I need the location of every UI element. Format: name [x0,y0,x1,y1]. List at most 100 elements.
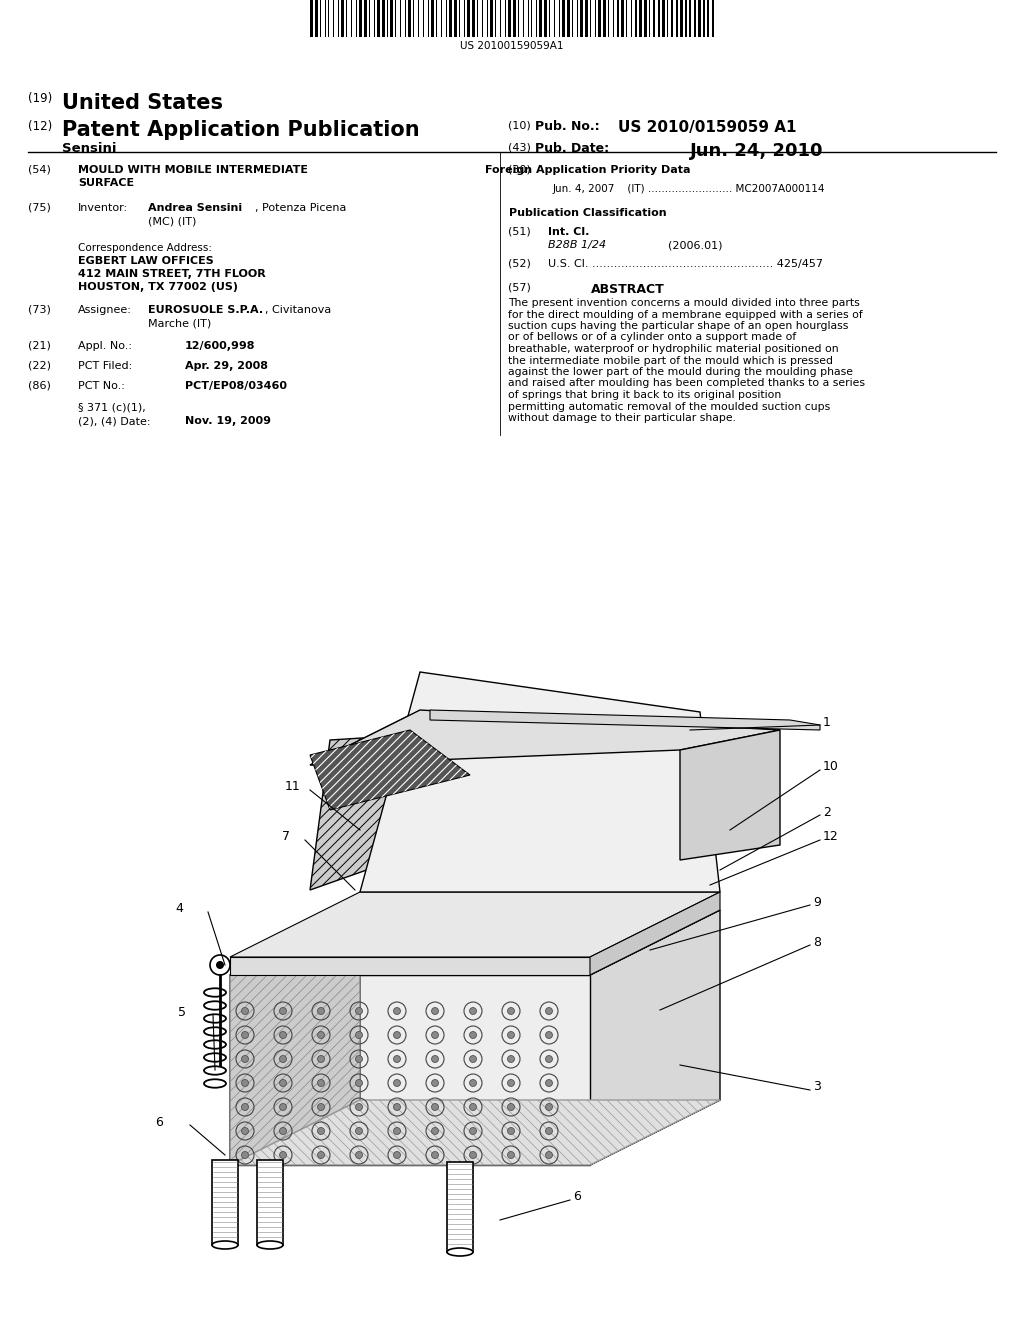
Bar [454,0,457,37]
Bar [418,0,420,37]
Text: , Civitanova: , Civitanova [265,305,331,315]
Circle shape [355,1104,362,1110]
Bar [436,0,437,37]
Bar [639,0,642,37]
Text: EUROSUOLE S.P.A.: EUROSUOLE S.P.A. [148,305,263,315]
Polygon shape [680,730,780,861]
Text: 1: 1 [823,717,830,730]
Bar [481,0,483,37]
Circle shape [317,1080,325,1086]
Bar [390,0,393,37]
Text: (57): (57) [508,282,530,293]
Text: 9: 9 [813,895,821,908]
Circle shape [508,1007,514,1015]
Bar [697,0,700,37]
Bar [626,0,627,37]
Bar [585,0,588,37]
Circle shape [242,1056,249,1063]
Text: PCT/EP08/03460: PCT/EP08/03460 [185,381,287,391]
Bar [603,0,605,37]
Circle shape [280,1080,287,1086]
Circle shape [242,1031,249,1039]
Bar [559,0,560,37]
Bar [445,0,447,37]
Text: without damage to their particular shape.: without damage to their particular shape… [508,413,736,422]
Text: The present invention concerns a mould divided into three parts: The present invention concerns a mould d… [508,298,860,308]
Bar [325,0,327,37]
Text: 6: 6 [573,1191,581,1204]
Bar [338,0,339,37]
Circle shape [431,1151,438,1159]
Bar [404,0,407,37]
Bar [713,0,714,37]
Polygon shape [310,710,780,766]
Bar [212,1160,238,1245]
Bar [513,0,516,37]
Bar [364,0,367,37]
Circle shape [393,1104,400,1110]
Bar [539,0,542,37]
Bar [369,0,371,37]
Text: US 20100159059A1: US 20100159059A1 [460,41,564,51]
Bar [562,0,565,37]
Text: ABSTRACT: ABSTRACT [591,282,665,296]
Text: Jun. 24, 2010: Jun. 24, 2010 [690,143,823,160]
Text: Publication Classification: Publication Classification [509,209,667,218]
Circle shape [355,1031,362,1039]
Bar [544,0,547,37]
Circle shape [280,1104,287,1110]
Bar [413,0,415,37]
Bar [653,0,655,37]
Text: (2), (4) Date:: (2), (4) Date: [78,416,151,426]
Circle shape [317,1031,325,1039]
Text: (2006.01): (2006.01) [668,240,723,249]
Circle shape [469,1031,476,1039]
Text: of springs that bring it back to its original position: of springs that bring it back to its ori… [508,389,781,400]
Circle shape [355,1007,362,1015]
Circle shape [469,1127,476,1134]
Text: and raised after moulding has been completed thanks to a series: and raised after moulding has been compl… [508,379,865,388]
Text: for the direct moulding of a membrane equipped with a series of: for the direct moulding of a membrane eq… [508,309,863,319]
Circle shape [355,1151,362,1159]
Bar [530,0,532,37]
Circle shape [431,1104,438,1110]
Bar [672,0,673,37]
Bar [450,0,452,37]
Bar [387,0,388,37]
Text: 12: 12 [823,830,839,843]
Bar [680,0,683,37]
Bar [428,0,429,37]
Ellipse shape [212,1241,238,1249]
Circle shape [508,1127,514,1134]
Text: against the lower part of the mould during the moulding phase: against the lower part of the mould duri… [508,367,853,378]
Bar [549,0,550,37]
Circle shape [317,1104,325,1110]
Text: Inventor:: Inventor: [78,203,128,213]
Polygon shape [310,710,780,766]
Bar [441,0,442,37]
Circle shape [280,1127,287,1134]
Bar [590,0,591,37]
Bar [607,0,609,37]
Text: PCT No.:: PCT No.: [78,381,125,391]
Polygon shape [230,975,590,1166]
Circle shape [508,1031,514,1039]
Text: EGBERT LAW OFFICES: EGBERT LAW OFFICES [78,256,214,267]
Text: (30): (30) [508,165,530,176]
Bar [612,0,614,37]
Bar [708,0,709,37]
Circle shape [508,1056,514,1063]
Circle shape [280,1031,287,1039]
Text: Appl. No.:: Appl. No.: [78,341,132,351]
Bar [447,1162,473,1251]
Circle shape [317,1151,325,1159]
Text: permitting automatic removal of the moulded suction cups: permitting automatic removal of the moul… [508,401,830,412]
Circle shape [280,1151,287,1159]
Text: Apr. 29, 2008: Apr. 29, 2008 [185,360,268,371]
Text: 4: 4 [175,903,183,916]
Bar [522,0,524,37]
Circle shape [242,1007,249,1015]
Circle shape [546,1007,553,1015]
Circle shape [393,1127,400,1134]
Text: (21): (21) [28,341,51,351]
